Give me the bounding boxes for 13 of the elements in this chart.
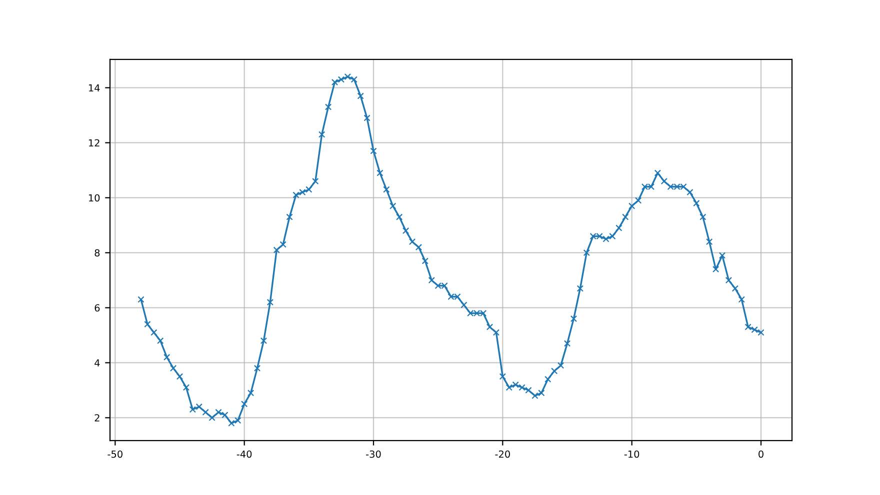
x-tick-label: -50 xyxy=(108,450,122,458)
y-tick-label: 14 xyxy=(88,84,100,92)
x-tick-label: -40 xyxy=(236,450,252,458)
x-tick-label: -30 xyxy=(366,450,381,458)
y-tick-label: 6 xyxy=(94,304,100,312)
y-tick-label: 8 xyxy=(94,249,100,257)
x-tick-label: -10 xyxy=(624,450,640,458)
y-tick-label: 4 xyxy=(94,359,100,366)
y-tick-label: 12 xyxy=(88,139,100,146)
x-tick-label: -20 xyxy=(495,450,510,458)
y-tick-label: 2 xyxy=(94,414,100,422)
x-tick-label: 0 xyxy=(758,450,764,458)
y-tick-label: 10 xyxy=(88,194,100,202)
